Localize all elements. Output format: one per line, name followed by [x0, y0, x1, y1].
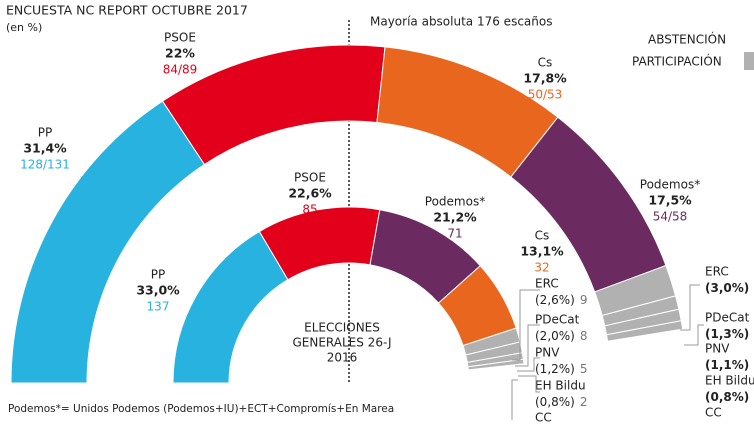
category-label: EH Bildu [705, 374, 754, 388]
seats-label: 137 [147, 300, 170, 314]
category-label: PSOE [294, 171, 326, 185]
value-line: (0,8%)2 [705, 390, 754, 404]
value-label: 33,0% [136, 283, 180, 298]
seats-label: 84/89 [163, 63, 198, 77]
side-label: PARTICIPACIÓN [632, 54, 722, 69]
value-label: 17,8% [523, 71, 567, 86]
category-label: CC [535, 411, 552, 425]
seats-label: 9 [580, 293, 588, 307]
segment [605, 320, 684, 342]
leader-lines [511, 284, 704, 420]
value-label: 22% [165, 46, 195, 61]
segment [467, 358, 525, 371]
seats-label: 5 [580, 362, 588, 376]
value-label: 17,5% [648, 193, 692, 208]
category-label: PNV [705, 342, 730, 356]
majority-annotation: Mayoría absoluta 176 escaños [370, 15, 552, 29]
value-label: 22,6% [288, 186, 332, 201]
category-label: PSOE [164, 31, 196, 45]
value-line: (2,6%) 9 [535, 293, 588, 307]
value-line: (3,0%)10/11 [705, 281, 754, 295]
footnote: Podemos*= Unidos Podemos (Podemos+IU)+EC… [8, 403, 394, 415]
category-label: CC [705, 406, 722, 420]
value-line: (1,1%)5 [705, 358, 754, 372]
seats-label: 54/58 [653, 210, 688, 224]
seats-label: 85 [302, 203, 317, 217]
value-label: (0,8%) [535, 395, 575, 409]
value-label: (1,1%) [705, 358, 749, 372]
seats-label: 2 [580, 395, 588, 409]
value-label: (3,0%) [705, 281, 749, 295]
value-label: (1,3%) [705, 327, 749, 341]
category-label: Podemos* [425, 195, 485, 209]
seats-label: 8 [580, 329, 588, 343]
category-label: Cs [538, 56, 553, 70]
category-label: ERC [705, 265, 729, 279]
category-label: PP [38, 126, 52, 140]
value-line: (1,3%)5/6 [705, 327, 754, 341]
value-label: (2,6%) [535, 293, 575, 307]
center-label: ELECCIONES [304, 321, 380, 335]
category-label: PDeCat [705, 311, 750, 325]
value-label: (1,2%) [535, 362, 575, 376]
category-label: PDeCat [535, 313, 580, 327]
side-box [744, 52, 754, 70]
value-line: (0,8%) 2 [535, 395, 588, 409]
seats-label: 32 [534, 261, 549, 275]
category-label: Podemos* [640, 178, 700, 192]
center-label: 2016 [327, 351, 358, 365]
value-label: (0,8%) [705, 390, 749, 404]
category-label: PP [151, 268, 165, 282]
center-label: GENERALES 26-J [292, 336, 391, 350]
value-label: 31,4% [23, 141, 67, 156]
seats-label: 128/131 [20, 158, 70, 172]
side-label: ABSTENCIÓN [648, 32, 726, 47]
category-label: Cs [535, 229, 550, 243]
segment [172, 230, 289, 384]
category-label: EH Bildu [535, 379, 586, 393]
chart-subtitle: (en %) [6, 21, 42, 34]
chart-title: ENCUESTA NC REPORT OCTUBRE 2017 [6, 3, 248, 18]
seats-label: 71 [447, 227, 462, 241]
category-label: ERC [535, 277, 559, 291]
seats-label: 50/53 [528, 88, 563, 102]
value-label: 13,1% [520, 244, 564, 259]
value-line: (2,0%) 8 [535, 329, 588, 343]
value-line: (1,2%) 5 [535, 362, 588, 376]
value-label: 21,2% [433, 210, 477, 225]
category-label: PNV [535, 346, 560, 360]
value-label: (2,0%) [535, 329, 575, 343]
